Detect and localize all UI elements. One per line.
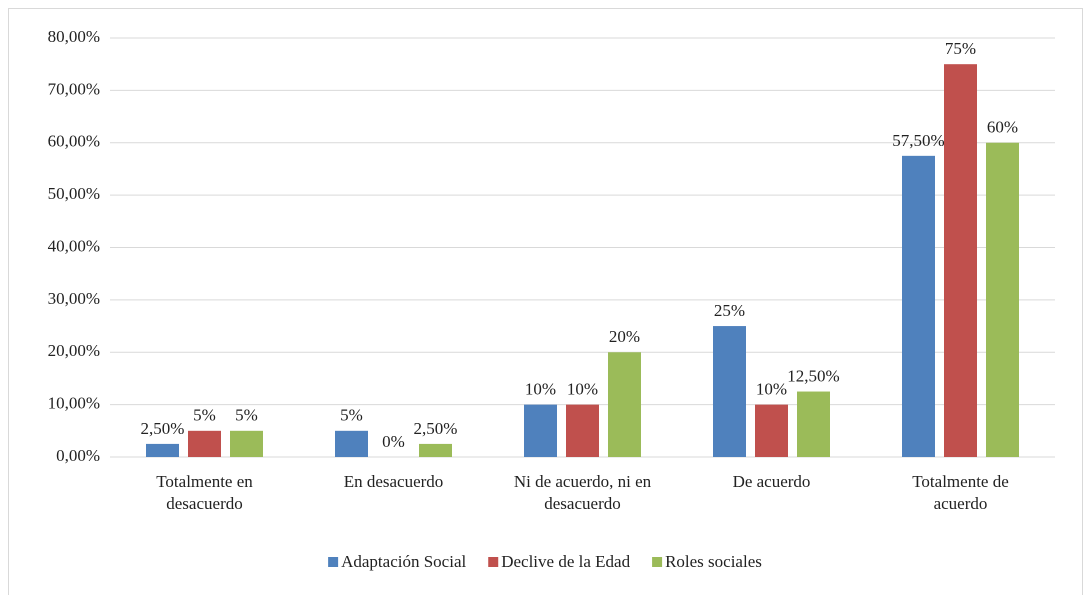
bar — [944, 64, 977, 457]
data-label: 5% — [340, 406, 363, 425]
bar — [146, 443, 179, 457]
y-tick-label: 60,00% — [48, 132, 100, 151]
data-label: 5% — [235, 406, 258, 425]
y-tick-label: 40,00% — [48, 236, 100, 255]
data-label: 0% — [382, 432, 405, 451]
bar — [797, 391, 830, 457]
y-tick-label: 20,00% — [48, 341, 100, 360]
data-label: 10% — [756, 380, 787, 399]
bar — [566, 404, 599, 457]
legend-label: Roles sociales — [665, 552, 762, 571]
bar — [419, 443, 452, 457]
legend-label: Adaptación Social — [341, 552, 466, 571]
data-label: 75% — [945, 39, 976, 58]
x-tick-label: Totalmente en desacuerdo — [156, 472, 253, 513]
legend-swatch — [652, 557, 663, 567]
legend-label: Declive de la Edad — [501, 552, 630, 571]
y-tick-label: 10,00% — [48, 394, 100, 413]
y-tick-label: 80,00% — [48, 27, 100, 46]
data-label: 60% — [987, 118, 1018, 137]
bar — [713, 326, 746, 457]
bar — [524, 404, 557, 457]
data-label: 2,50% — [414, 419, 458, 438]
y-tick-label: 50,00% — [48, 184, 100, 203]
data-label: 57,50% — [892, 131, 944, 150]
x-tick-label: En desacuerdo — [343, 472, 444, 491]
data-label: 12,50% — [787, 366, 839, 385]
legend-swatch — [488, 557, 499, 567]
bar — [755, 404, 788, 457]
data-label: 2,50% — [141, 419, 185, 438]
data-label: 25% — [714, 301, 745, 320]
data-label: 5% — [193, 406, 216, 425]
x-tick-label: Ni de acuerdo, ni en desacuerdo — [513, 472, 652, 513]
data-label: 10% — [567, 380, 598, 399]
bar — [986, 142, 1019, 457]
legend-swatch — [328, 557, 339, 567]
x-tick-label: Totalmente de acuerdo — [912, 472, 1009, 513]
bar — [608, 352, 641, 457]
bar — [335, 430, 368, 457]
y-tick-label: 0,00% — [56, 446, 100, 465]
bar — [188, 430, 221, 457]
data-label: 10% — [525, 380, 556, 399]
data-label: 20% — [609, 327, 640, 346]
y-tick-label: 70,00% — [48, 79, 100, 98]
bar — [902, 155, 935, 457]
x-tick-label: De acuerdo — [732, 472, 811, 491]
bar — [230, 430, 263, 457]
y-tick-label: 30,00% — [48, 289, 100, 308]
